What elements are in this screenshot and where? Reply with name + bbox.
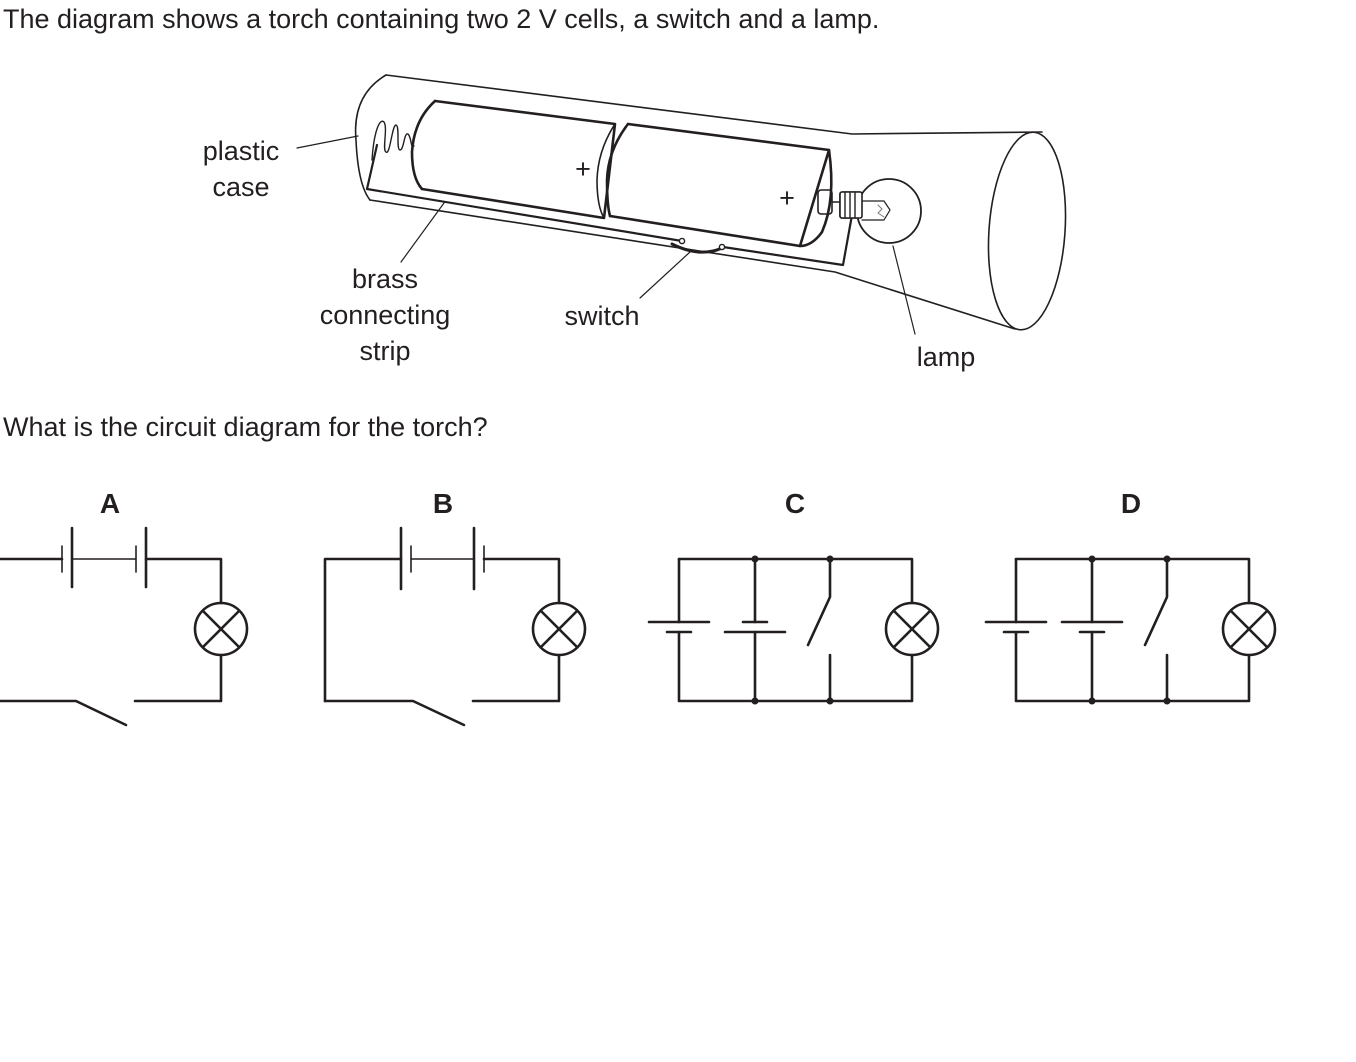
lamp-symbol	[193, 601, 249, 657]
lamp-symbol	[531, 601, 587, 657]
question-prompt: What is the circuit diagram for the torc…	[3, 412, 488, 442]
label-brass-line1: brass	[352, 264, 418, 294]
leader-lines	[296, 135, 916, 335]
lamp-bulb	[856, 178, 922, 244]
label-switch: switch	[564, 301, 639, 331]
plastic-case	[354, 74, 1067, 331]
label-lamp: lamp	[917, 342, 976, 372]
cell-2	[605, 122, 833, 248]
option-label-b: B	[433, 488, 453, 519]
label-brass-line3: strip	[359, 336, 410, 366]
spring	[371, 120, 415, 161]
torch-diagram	[296, 74, 1067, 335]
option-label-d: D	[1121, 488, 1141, 519]
circuit-d	[984, 555, 1277, 705]
lamp-symbol	[884, 601, 940, 657]
switch-contact	[670, 237, 726, 254]
brass-connecting-strip	[365, 143, 854, 267]
circuit-c	[647, 555, 940, 705]
cell-1	[410, 99, 617, 220]
plus-sign-cell-1: +	[575, 154, 591, 184]
question-intro: The diagram shows a torch containing two…	[3, 4, 880, 34]
label-brass-line2: connecting	[320, 300, 451, 330]
plus-sign-cell-2: +	[779, 183, 795, 213]
circuit-a	[0, 526, 249, 727]
option-label-a: A	[100, 488, 120, 519]
label-plastic-line1: plastic	[203, 136, 280, 166]
option-label-c: C	[785, 488, 805, 519]
circuit-b	[323, 526, 587, 727]
lamp-symbol	[1221, 601, 1277, 657]
label-case-line2: case	[212, 172, 269, 202]
